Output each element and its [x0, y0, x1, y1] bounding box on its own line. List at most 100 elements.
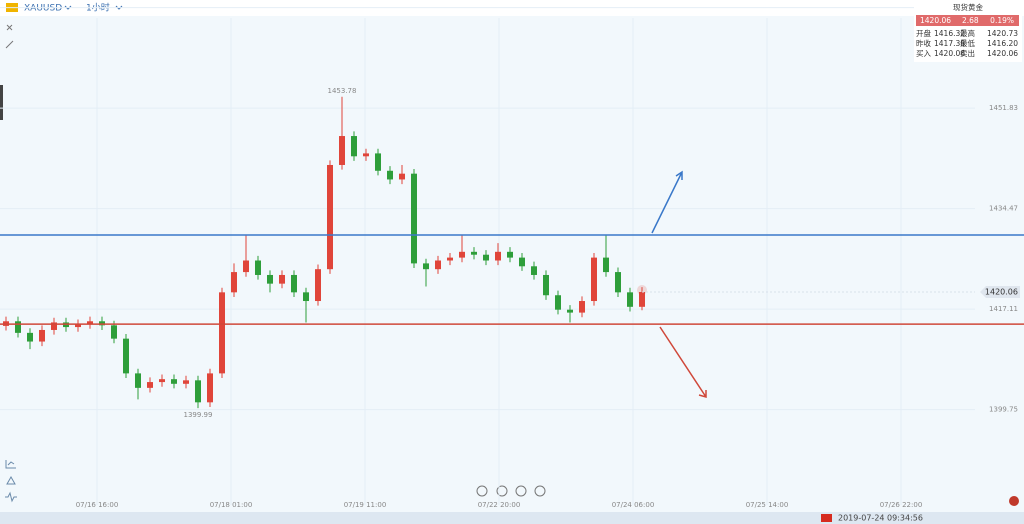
candle-body: [291, 274, 297, 293]
back[interactable]: [496, 485, 508, 497]
candle-body: [183, 380, 189, 384]
candle-body: [483, 254, 489, 261]
candle-body: [279, 274, 285, 284]
candle-body: [375, 153, 381, 171]
candle-body: [15, 321, 21, 333]
quote-cell: 1417.38: [934, 39, 965, 48]
candle-body: [519, 257, 525, 267]
candle-body: [231, 272, 237, 293]
down-arrow: [659, 326, 707, 398]
candle-body: [303, 292, 309, 302]
notice[interactable]: [1009, 496, 1019, 506]
close-icon[interactable]: [6, 24, 13, 31]
symbol[interactable]: XAUUSD: [24, 4, 62, 14]
candle-body: [255, 260, 261, 275]
candle-body: [351, 136, 357, 157]
candle-body: [315, 269, 321, 302]
tool-icon[interactable]: [5, 460, 16, 469]
x-tick-label: 07/22 20:00: [478, 501, 521, 509]
candle-body: [87, 321, 93, 325]
candle-body: [615, 272, 621, 293]
zoom-in[interactable]: [534, 485, 546, 497]
quote-cell: 1420.06: [934, 49, 965, 58]
high-annotation: 1453.78: [328, 87, 357, 95]
side-handle[interactable]: [0, 85, 3, 120]
candle-body: [627, 292, 633, 307]
forward[interactable]: [515, 485, 527, 497]
candle-body: [447, 257, 453, 261]
collapse-icon[interactable]: [5, 40, 14, 49]
x-tick-label: 07/18 01:00: [210, 501, 253, 509]
x-tick-label: 07/26 22:00: [880, 501, 923, 509]
candle-body: [207, 373, 213, 403]
candle-body: [327, 164, 333, 270]
candle-body: [579, 301, 585, 313]
tool-icon[interactable]: [5, 491, 17, 503]
candle-body: [591, 257, 597, 302]
y-tick-label: 1451.83: [989, 104, 1018, 112]
quote-cell: 最低: [960, 38, 975, 48]
candle-body: [507, 251, 513, 258]
quote-change: 2.68: [962, 16, 979, 25]
quote-cell: 1420.73: [987, 29, 1018, 38]
candle-body: [387, 170, 393, 180]
zoom-controls: [476, 485, 546, 497]
candle-body: [459, 251, 465, 258]
last-price-label: 1420.06: [985, 287, 1018, 296]
candle-body: [135, 373, 141, 388]
candle-body: [555, 295, 561, 310]
candle-body: [267, 274, 273, 284]
quote-change-pct: 0.19%: [990, 16, 1014, 25]
candle-body: [147, 382, 153, 388]
quote-bar: [916, 15, 1019, 26]
candle-body: [531, 266, 537, 275]
quote-cell: 1416.32: [934, 29, 965, 38]
quote-cell: 买入: [916, 49, 931, 58]
status-datetime: 2019-07-24 09:34:56: [838, 514, 923, 523]
panel-bg: [914, 2, 1022, 62]
quote-title: 现货黄金: [953, 2, 983, 12]
tool-icon[interactable]: [6, 475, 16, 485]
quote-cell: 最高: [960, 28, 975, 38]
x-tick-label: 07/19 11:00: [344, 501, 387, 509]
candle-body: [27, 332, 33, 342]
candle-body: [639, 291, 645, 307]
flag: [821, 514, 832, 522]
dropdown[interactable]: [115, 5, 123, 10]
quote-cell: 开盘: [916, 28, 931, 38]
quote-cell: 1420.06: [987, 49, 1018, 58]
candle-body: [243, 260, 249, 273]
candle-body: [399, 173, 405, 180]
x-tick-label: 07/24 06:00: [612, 501, 655, 509]
last-price-glow: [637, 284, 647, 295]
candle-body: [411, 173, 417, 264]
candle-body: [123, 338, 129, 374]
y-tick-label: 1399.75: [989, 406, 1018, 414]
candle-body: [363, 153, 369, 157]
status-bar: [0, 512, 1024, 524]
candle-body: [111, 325, 117, 339]
candle-body: [471, 251, 477, 255]
candle-body: [435, 260, 441, 270]
y-tick-label: 1434.47: [989, 205, 1018, 213]
candle-body: [159, 379, 165, 383]
quote-panel: 现货黄金 1420.06 2.68 0.19%: [914, 2, 1022, 62]
candle-body: [171, 379, 177, 384]
zoom-out[interactable]: [476, 485, 488, 497]
y-tick-label: 1417.11: [989, 305, 1018, 313]
candle-body: [495, 251, 501, 261]
quote-cell: 昨收: [916, 38, 931, 48]
candle-body: [51, 322, 57, 330]
low-annotation: 1399.99: [184, 411, 213, 419]
dropdown[interactable]: [64, 5, 72, 10]
up-arrow: [651, 170, 683, 234]
candle-body: [75, 324, 81, 328]
candle-body: [39, 329, 45, 342]
x-tick-label: 07/25 14:00: [746, 501, 789, 509]
candle-body: [195, 380, 201, 403]
quote-cell: 1416.20: [987, 39, 1018, 48]
quote-cell: 卖出: [960, 48, 975, 58]
candle-body: [99, 321, 105, 326]
